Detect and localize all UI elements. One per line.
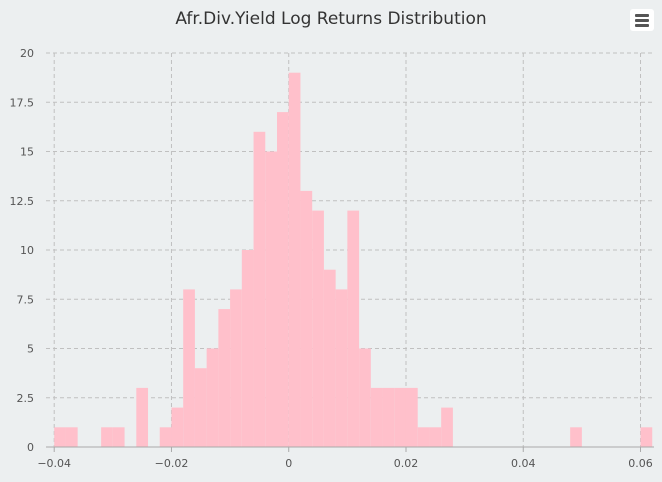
histogram-bar[interactable] [323,269,336,447]
x-tick-label: 0 [285,457,292,470]
histogram-bar[interactable] [335,289,348,447]
histogram-bar[interactable] [136,387,149,447]
y-tick-label: 17.5 [10,96,35,109]
histogram-bar[interactable] [253,131,266,448]
histogram-bar[interactable] [347,210,360,447]
histogram-bar[interactable] [206,348,219,448]
histogram-bar[interactable] [359,348,371,448]
histogram-bar[interactable] [312,210,324,447]
x-tick-label: −0.04 [37,457,71,470]
histogram-bar[interactable] [429,427,442,447]
axes: 0 2.5 5 7.5 10 12.5 15 17.5 20 −0.04 −0.02 0 0.02 0.0… [10,47,654,470]
histogram-bars [54,72,653,448]
histogram-bar[interactable] [54,427,66,447]
y-tick-label: 10 [20,244,34,257]
histogram-bar[interactable] [171,407,184,447]
histogram-bar[interactable] [382,387,395,447]
histogram-bar[interactable] [265,151,278,448]
y-tick-label: 0 [27,441,34,454]
histogram-bar[interactable] [405,387,418,447]
histogram-bar[interactable] [570,427,582,447]
histogram-bar[interactable] [277,112,289,447]
histogram-bar[interactable] [640,427,653,447]
histogram-bar[interactable] [370,387,383,447]
histogram-bar[interactable] [230,289,242,447]
histogram-bar[interactable] [288,72,301,447]
histogram-bar[interactable] [65,427,78,447]
histogram-bar[interactable] [441,407,453,447]
chart-menu-button[interactable] [630,9,654,31]
histogram-bar[interactable] [218,309,231,447]
y-tick-label: 5 [27,343,34,356]
y-tick-label: 15 [20,146,34,159]
x-tick-label: 0.02 [394,457,419,470]
x-tick-label: −0.02 [155,457,189,470]
histogram-bar[interactable] [300,190,313,447]
histogram-bar[interactable] [183,289,195,447]
histogram-bar[interactable] [194,368,207,447]
y-tick-label: 2.5 [17,392,35,405]
histogram-bar[interactable] [159,427,172,447]
histogram-bar[interactable] [112,427,125,447]
y-tick-label: 20 [20,47,34,60]
y-tick-label: 12.5 [10,195,35,208]
x-tick-label: 0.06 [628,457,653,470]
histogram-bar[interactable] [417,427,430,447]
x-tick-label: 0.04 [511,457,536,470]
y-tick-label: 7.5 [17,293,35,306]
histogram-bar[interactable] [394,387,406,447]
histogram-bar[interactable] [241,250,254,447]
histogram-bar[interactable] [101,427,113,447]
chart-title: Afr.Div.Yield Log Returns Distribution [175,9,486,29]
